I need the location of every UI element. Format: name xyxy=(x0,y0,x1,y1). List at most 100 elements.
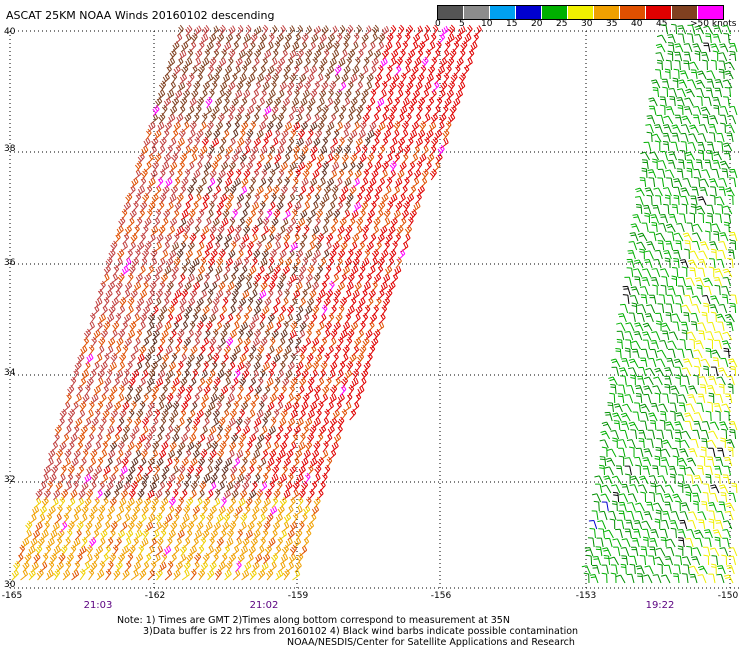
wind-barb xyxy=(650,420,656,430)
wind-barb xyxy=(272,465,278,476)
wind-barb xyxy=(420,65,425,76)
wind-barb xyxy=(640,287,648,295)
wind-barb xyxy=(726,133,733,142)
wind-barb xyxy=(713,34,721,43)
wind-barb xyxy=(694,530,703,538)
wind-barb xyxy=(645,125,653,133)
wind-barb xyxy=(701,430,709,439)
wind-barb xyxy=(206,97,212,108)
wind-barb xyxy=(106,257,112,268)
wind-barb xyxy=(691,204,696,214)
wind-barb xyxy=(618,511,625,520)
wind-barb xyxy=(676,224,684,232)
wind-barb xyxy=(644,259,652,268)
wind-barb xyxy=(322,25,328,36)
wind-barb xyxy=(244,282,251,292)
wind-barb xyxy=(645,314,653,322)
wind-barb xyxy=(644,142,651,151)
wind-barb xyxy=(709,393,714,403)
wind-barb xyxy=(346,225,352,236)
wind-barb xyxy=(174,290,181,300)
wind-barb xyxy=(614,404,623,412)
wind-barb xyxy=(302,369,308,380)
wind-barb xyxy=(229,161,235,172)
wind-barb xyxy=(695,538,702,547)
wind-barb xyxy=(167,561,173,572)
wind-barb xyxy=(707,402,712,412)
wind-barb xyxy=(715,394,723,403)
wind-barb xyxy=(103,297,109,308)
wind-barb xyxy=(37,569,43,580)
wind-barb xyxy=(655,196,661,205)
wind-barb xyxy=(594,501,600,511)
wind-barb xyxy=(706,222,712,232)
wind-barb xyxy=(720,358,727,367)
wind-barb xyxy=(329,394,336,404)
wind-barb xyxy=(96,378,103,388)
wind-barb xyxy=(177,82,184,92)
wind-barb xyxy=(171,242,178,252)
wind-barb xyxy=(648,178,654,187)
wind-barb xyxy=(675,438,680,448)
wind-barb xyxy=(616,323,625,331)
wind-barb xyxy=(639,438,645,448)
wind-barb xyxy=(274,489,280,500)
wind-barb xyxy=(686,404,695,412)
wind-barb xyxy=(594,476,603,484)
wind-barb xyxy=(141,426,148,436)
wind-barb xyxy=(714,269,723,277)
wind-barb xyxy=(90,425,96,436)
wind-barb xyxy=(685,152,694,160)
wind-barb xyxy=(662,331,669,340)
wind-barb xyxy=(615,349,621,358)
wind-barb xyxy=(642,160,648,169)
wind-barb xyxy=(675,60,681,70)
wind-barb xyxy=(612,501,617,511)
wind-barb xyxy=(708,377,716,385)
wind-barb xyxy=(702,421,710,430)
wind-barb xyxy=(674,233,683,241)
wind-barb xyxy=(637,313,644,322)
wind-barb xyxy=(392,241,397,252)
wind-barb xyxy=(150,281,156,292)
footnotes: Note: 1) Times are GMT 2)Times along bot… xyxy=(0,615,740,648)
wind-barb xyxy=(707,142,714,151)
wind-barb xyxy=(662,79,669,88)
wind-barb xyxy=(682,305,691,313)
wind-barb xyxy=(627,574,634,583)
wind-barb xyxy=(621,556,627,565)
wind-barb xyxy=(666,60,671,70)
wind-barb xyxy=(671,512,679,520)
wind-barb xyxy=(364,82,371,92)
wind-barb xyxy=(610,384,616,394)
wind-barb xyxy=(661,575,670,583)
wind-barb xyxy=(154,522,161,532)
wind-barb xyxy=(681,125,689,133)
wind-barb xyxy=(715,214,721,223)
wind-barb xyxy=(230,521,236,532)
wind-barb xyxy=(589,520,597,529)
wind-barb xyxy=(406,25,412,36)
wind-barb xyxy=(590,529,596,538)
wind-barb xyxy=(715,537,720,547)
wind-barb xyxy=(640,492,645,502)
wind-barb xyxy=(691,557,699,565)
wind-barb xyxy=(582,566,590,574)
wind-barb xyxy=(655,141,660,151)
wind-barb xyxy=(676,97,684,106)
wind-barb xyxy=(664,376,671,385)
wind-barb xyxy=(684,107,692,115)
wind-barb xyxy=(729,43,737,52)
wind-barb xyxy=(186,361,191,372)
wind-barb xyxy=(707,205,714,214)
wind-barb xyxy=(665,195,670,205)
wind-barb xyxy=(680,260,688,268)
wind-barb xyxy=(174,257,180,268)
wind-barb xyxy=(688,395,696,403)
wind-barb xyxy=(659,341,667,349)
wind-barb xyxy=(270,58,277,68)
wind-barb xyxy=(118,329,124,340)
wind-barb xyxy=(604,556,610,565)
wind-barb xyxy=(628,368,636,376)
wind-barb xyxy=(318,345,324,356)
